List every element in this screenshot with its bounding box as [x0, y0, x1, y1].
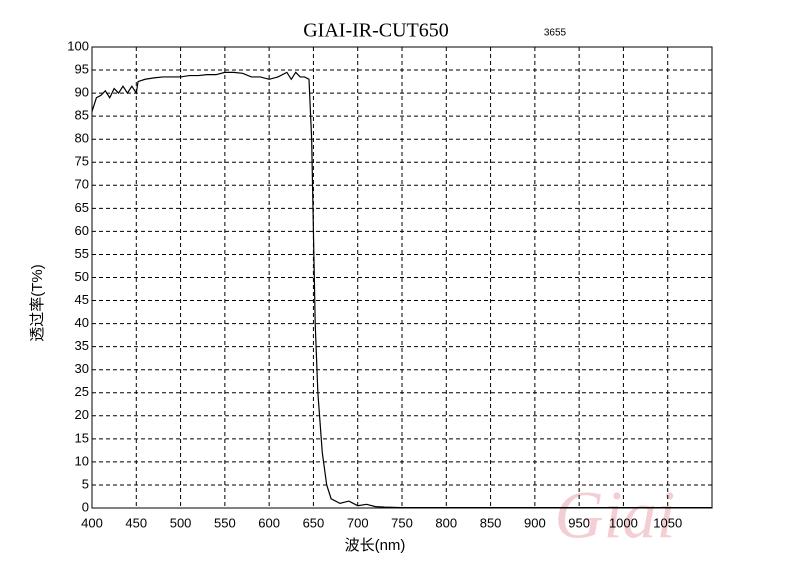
y-tick-label: 15 [75, 430, 89, 445]
x-tick-label: 1050 [653, 515, 682, 530]
x-tick-label: 850 [480, 515, 502, 530]
x-tick-label: 750 [391, 515, 413, 530]
y-tick-label: 80 [75, 131, 89, 146]
y-tick-label: 100 [67, 38, 89, 53]
spectrum-line [91, 71, 712, 509]
x-tick-label: 400 [81, 515, 103, 530]
x-tick-label: 900 [524, 515, 546, 530]
y-axis-label: 透过率(T%) [29, 264, 46, 342]
watermark: Giai [555, 477, 676, 553]
y-tick-label: 60 [75, 223, 89, 238]
y-tick-label: 20 [75, 407, 89, 422]
chart-title: GIAI-IR-CUT650 [303, 20, 449, 42]
y-tick-label: 0 [82, 499, 89, 514]
y-tick-label: 10 [75, 453, 89, 468]
x-tick-label: 450 [125, 515, 147, 530]
x-tick-label: 600 [258, 515, 280, 530]
y-tick-label: 65 [75, 200, 89, 215]
x-tick-label: 1000 [609, 515, 638, 530]
x-axis-label: 波长(nm) [345, 537, 406, 554]
y-tick-label: 45 [75, 292, 89, 307]
annotation: 3655 [544, 28, 567, 39]
y-tick-label: 40 [75, 315, 89, 330]
x-tick-label: 700 [347, 515, 369, 530]
y-tick-label: 35 [75, 338, 89, 353]
y-tick-label: 5 [82, 476, 89, 491]
y-tick-label: 75 [75, 154, 89, 169]
y-tick-label: 90 [75, 85, 89, 100]
x-tick-label: 550 [214, 515, 236, 530]
y-tick-label: 55 [75, 246, 89, 261]
x-tick-label: 800 [435, 515, 457, 530]
y-tick-label: 95 [75, 61, 89, 76]
y-tick-label: 85 [75, 108, 89, 123]
y-tick-label: 25 [75, 384, 89, 399]
x-tick-label: 650 [303, 515, 325, 530]
x-tick-label: 500 [170, 515, 192, 530]
y-tick-label: 30 [75, 361, 89, 376]
y-tick-label: 70 [75, 177, 89, 192]
x-tick-label: 950 [568, 515, 590, 530]
y-tick-label: 50 [75, 269, 89, 284]
